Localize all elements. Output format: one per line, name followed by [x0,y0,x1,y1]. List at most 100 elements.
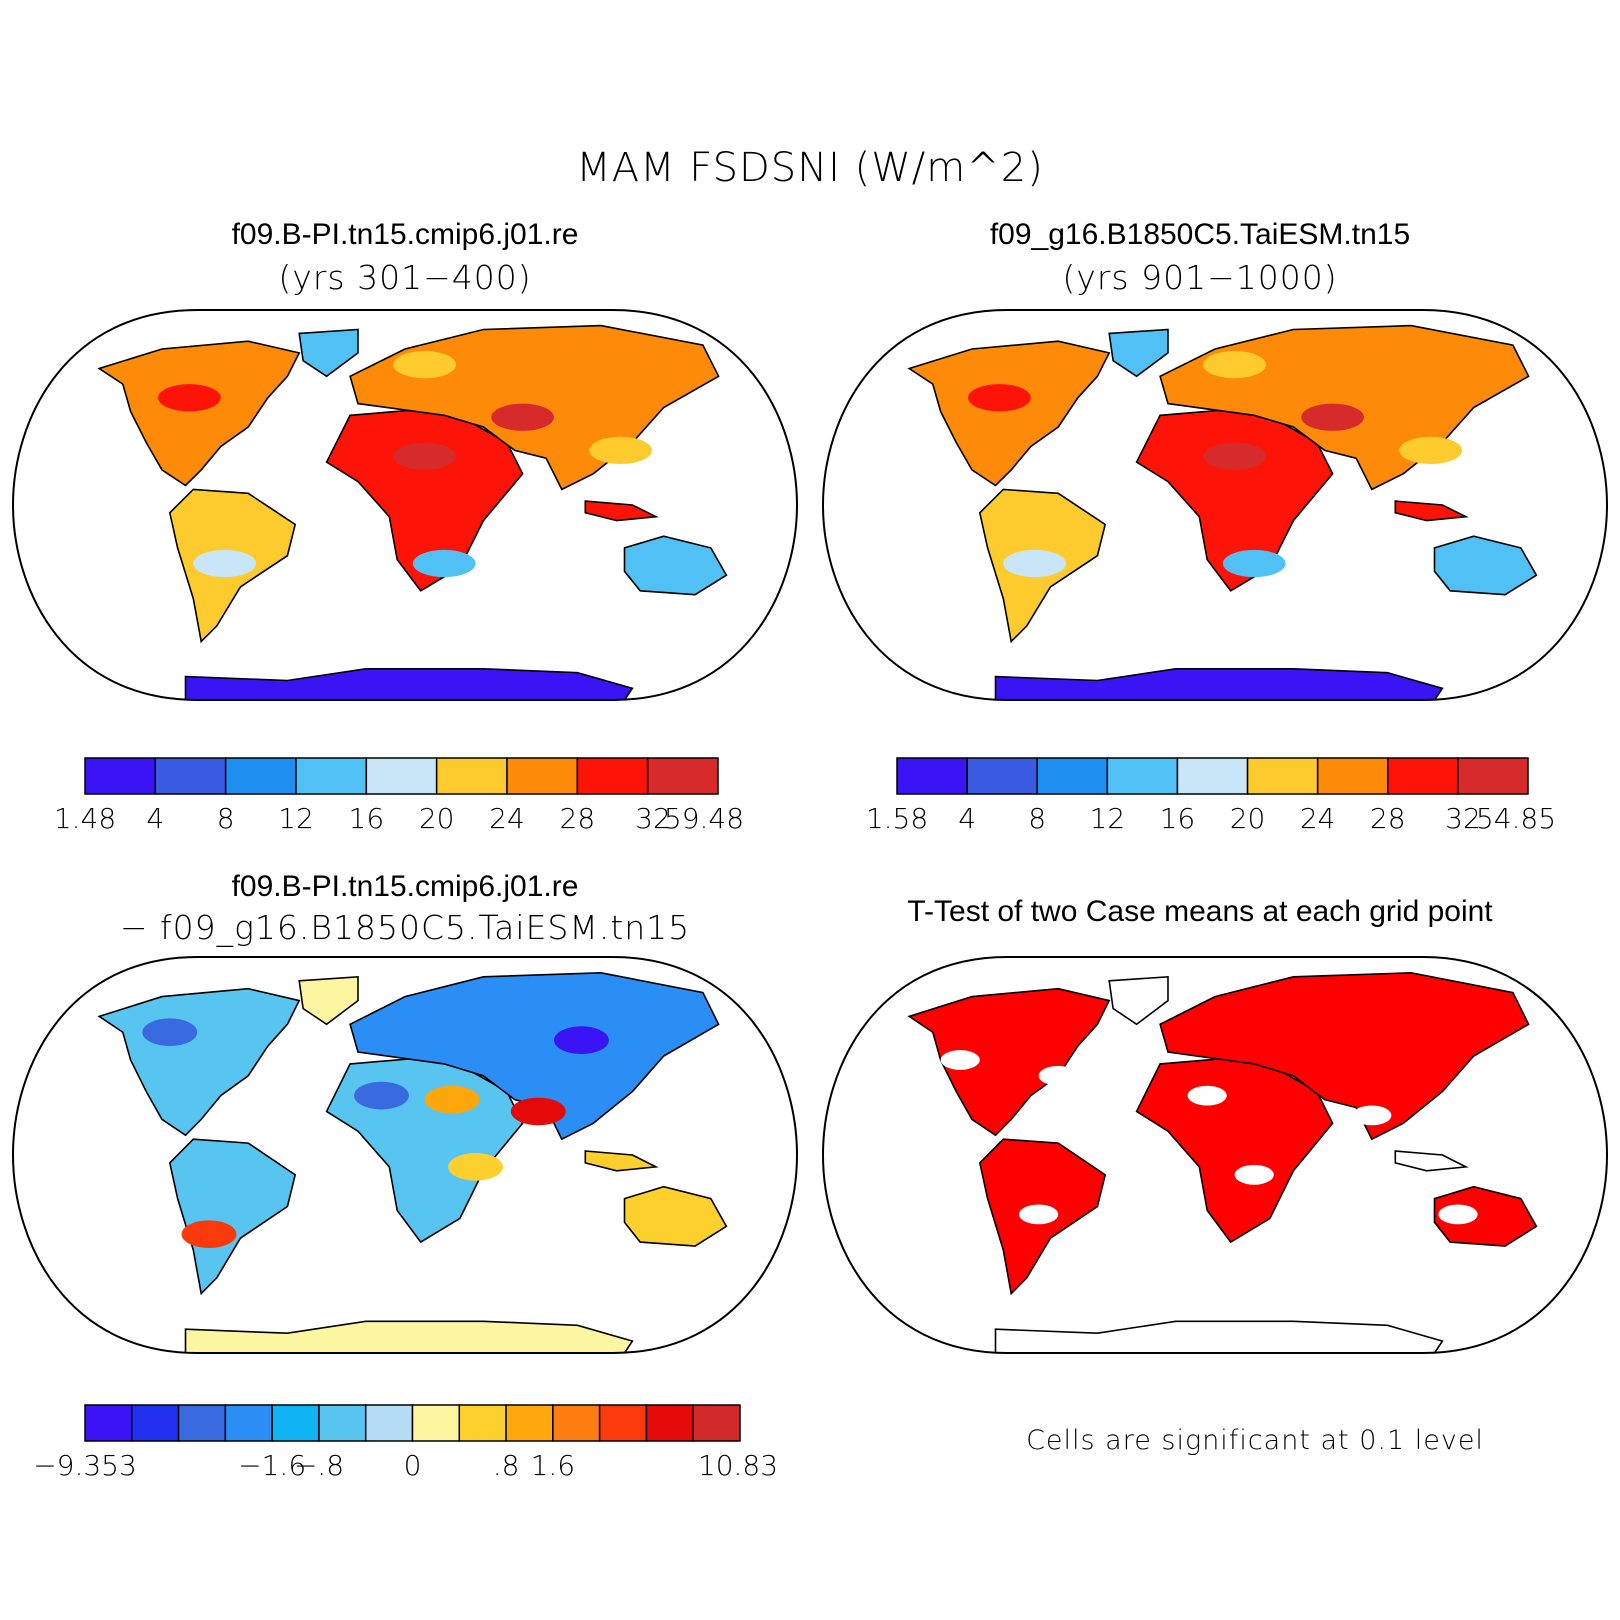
ttest-map-australia [1433,1185,1538,1247]
diff-map-patch [181,1220,237,1249]
ttest-map-gap [1438,1204,1478,1225]
case1-colorbar-swatch [506,757,579,795]
case1-subtitle: (yrs 301−400) [278,258,532,297]
diff-map-australia [623,1185,728,1247]
case2-colorbar-label: 24 [1300,802,1336,835]
case1-map-patch [393,350,456,379]
case1-map-patch [393,442,456,470]
diff-colorbar-swatch [364,1404,414,1442]
diff-map-patch [354,1081,409,1110]
case2-colorbar-swatch [1387,757,1459,795]
diff-colorbar-label: 1.6 [531,1449,576,1482]
case1-colorbar-label: 8 [217,802,235,835]
case2-colorbar-label: 16 [1160,802,1196,835]
case2-colorbar-label: 28 [1370,802,1406,835]
diff-colorbar-swatch [505,1404,554,1442]
diff-colorbar-label: 0 [404,1449,422,1482]
ttest-map-frame [821,956,1609,1354]
case2-map-patch [968,384,1031,412]
case1-colorbar-label: 16 [349,802,385,835]
diff-map-frame [11,956,799,1354]
figure-title: MAM FSDSNI (W/m^2) [576,145,1044,191]
diff-colorbar-swatch [131,1404,180,1442]
case2-colorbar-swatch [1176,757,1249,795]
diff-colorbar-swatch [411,1404,461,1442]
case2-map-frame [821,309,1609,701]
case1-colorbar-swatch [435,757,508,795]
case2-map-group [821,309,1609,701]
case2-title: f09_g16.B1850C5.TaiESM.tn15 [989,218,1411,251]
case2-map-antarctica [994,667,1444,700]
diff-colorbar-label: −9.353 [33,1449,137,1482]
case2-map-patch [1203,442,1266,470]
ttest-map-gap [1038,1065,1078,1086]
case2-colorbar-label: 1.58 [866,802,928,835]
case1-colorbar-label: 28 [560,802,596,835]
diff-colorbar: −9.353 −1.6−.8 0 .8 1.6 10.83 [33,1404,778,1482]
case1-colorbar-label: 1.48 [54,802,116,835]
ttest-map-gap [1187,1085,1227,1106]
case1-map-greenland [298,328,359,378]
case2-map-patch [1222,549,1286,578]
diff-colorbar-swatch [552,1404,601,1442]
case1-colorbar-label: 12 [278,802,314,835]
case2-colorbar-swatch [1316,757,1389,795]
case1-map-indonesia [584,500,659,522]
ttest-map-group [821,956,1609,1354]
case1-map-samerica [168,488,297,644]
case2-colorbar-swatch [966,757,1038,795]
case1-colorbar-label: 59.48 [664,802,744,835]
diff-colorbar-label: −1.6 [238,1449,306,1482]
diff-map-eurasia [349,971,720,1141]
case1-colorbar-swatch [154,757,227,795]
case2-colorbar-label: 8 [1028,802,1046,835]
case1-map-namerica [97,340,301,487]
case2-colorbar-label: 4 [958,802,976,835]
diff-map-patch [424,1085,480,1114]
case1-colorbar-swatch [295,757,368,795]
case2-subtitle: (yrs 901−1000) [1062,258,1338,297]
case1-map-patch [491,403,554,431]
diff-map-patch [553,1026,609,1055]
case2-colorbar-label: 12 [1090,802,1126,835]
case2-map-africa [1135,406,1334,592]
diff-map-group [11,956,799,1354]
diff-map-namerica [97,987,301,1137]
diff-colorbar-label: .8 [493,1449,520,1482]
case2-map-eurasia [1159,324,1530,491]
ttest-map-indonesia [1394,1150,1469,1172]
case1-map-group [11,309,799,701]
diff-colorbar-swatch [645,1404,694,1442]
case2-colorbar-swatch [1457,757,1529,795]
case1-title: f09.B-PI.tn15.cmip6.j01.re [231,218,579,251]
case1-map-antarctica [184,667,634,700]
case1-colorbar-swatch [84,757,157,795]
case1-colorbar-label: 20 [419,802,455,835]
case1-colorbar-label: 24 [489,802,525,835]
diff-colorbar-swatch [318,1404,367,1442]
case1-colorbar-swatch [646,757,719,795]
case2-map-greenland [1108,328,1169,378]
ttest-map-africa [1135,1055,1334,1244]
case2-map-patch [1203,350,1266,379]
diff-map-indonesia [584,1150,659,1172]
case2-map-australia [1433,535,1538,596]
case2-map-patch [1301,403,1364,431]
diff-map-africa [325,1055,524,1244]
ttest-map-gap [1019,1204,1059,1225]
ttest-map-samerica [978,1138,1107,1296]
case1-map-africa [325,406,524,592]
case1-map-patch [589,436,652,465]
diff-colorbar-swatch [692,1404,741,1442]
diff-subtitle: − f09_g16.B1850C5.TaiESM.tn15 [119,908,691,947]
case2-colorbar-label: 20 [1230,802,1266,835]
case1-map-frame [11,309,799,701]
diff-map-samerica [168,1138,297,1296]
diff-map-patch [142,1018,198,1047]
ttest-map-greenland [1108,975,1169,1026]
case2-map-namerica [907,340,1111,487]
diff-colorbar-label: −.8 [294,1449,344,1482]
case2-colorbar-swatch [1106,757,1179,795]
diff-colorbar-swatch [177,1404,227,1442]
